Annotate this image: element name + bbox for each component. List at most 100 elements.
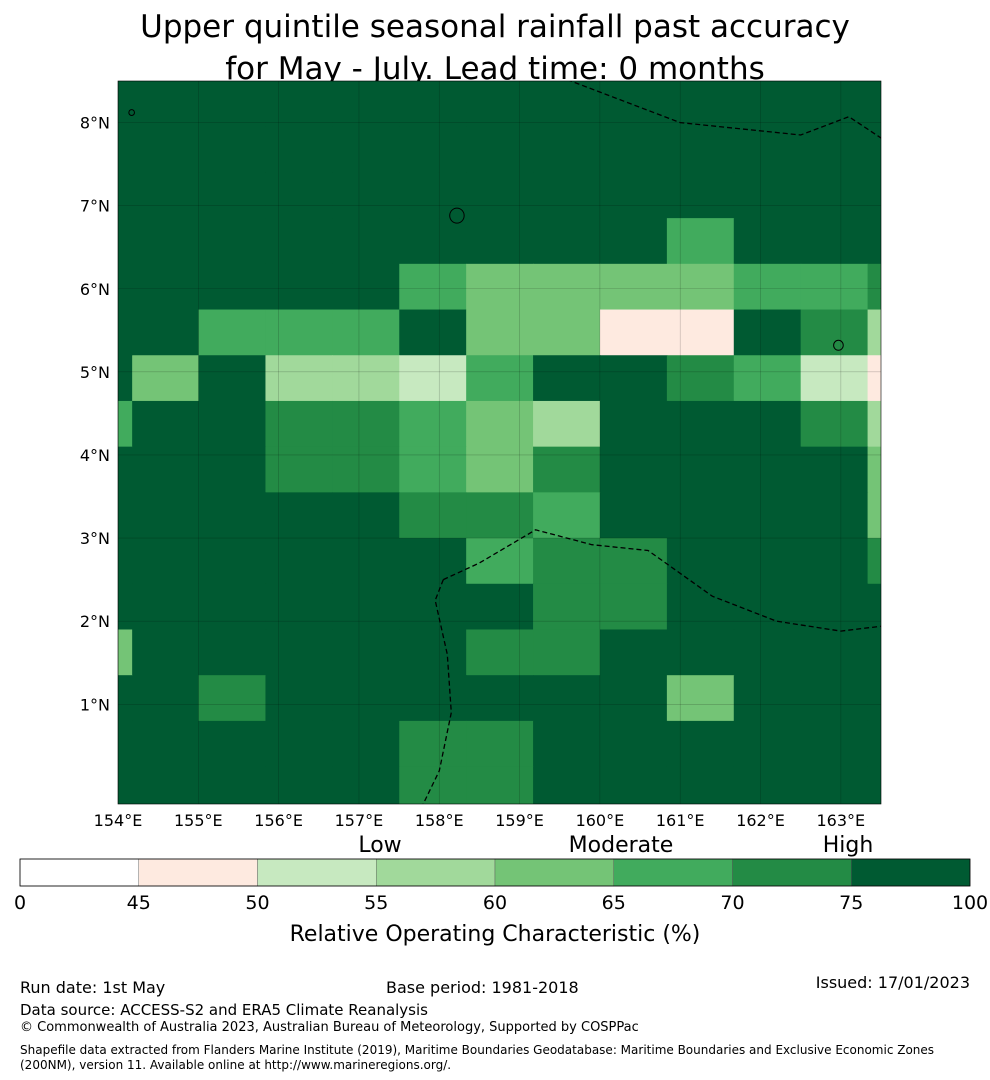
grid-cell bbox=[533, 400, 601, 448]
grid-cell bbox=[666, 675, 735, 722]
grid-cell bbox=[265, 538, 333, 585]
grid-cell bbox=[868, 812, 936, 858]
grid-cell bbox=[265, 492, 333, 539]
grid-cell bbox=[198, 538, 267, 585]
grid-cell bbox=[131, 492, 200, 539]
grid-cell bbox=[131, 81, 200, 128]
base-period: Base period: 1981-2018 bbox=[386, 978, 579, 997]
grid-cell bbox=[131, 629, 200, 676]
grid-cell bbox=[466, 492, 534, 539]
ngatik-island bbox=[128, 109, 135, 116]
lat-label: 6°N bbox=[80, 280, 110, 299]
grid-cell bbox=[733, 309, 802, 356]
grid-cell bbox=[533, 218, 601, 265]
grid-cell bbox=[332, 355, 400, 402]
grid-cell bbox=[733, 172, 802, 219]
colorbar-segment bbox=[494, 858, 614, 887]
grid-cell bbox=[666, 766, 735, 804]
grid-cell bbox=[867, 172, 881, 219]
grid-cell bbox=[265, 172, 333, 219]
colorbar-segment bbox=[376, 858, 496, 887]
grid-cell bbox=[332, 583, 400, 631]
grid-cell bbox=[399, 400, 467, 448]
grid-cell bbox=[867, 720, 881, 768]
grid-cell bbox=[599, 720, 668, 768]
grid-cell bbox=[867, 629, 881, 676]
grid-cell bbox=[332, 766, 400, 804]
grid-cell bbox=[599, 172, 668, 219]
grid-cell bbox=[466, 172, 534, 219]
grid-cell bbox=[466, 263, 534, 311]
grid-cell bbox=[934, 310, 990, 356]
grid-cell bbox=[265, 629, 333, 676]
colorbar-tick: 45 bbox=[127, 892, 151, 914]
grid-cell bbox=[466, 446, 534, 493]
grid-cell bbox=[533, 81, 601, 128]
grid-cell bbox=[198, 263, 267, 311]
grid-cell bbox=[198, 492, 267, 539]
grid-cell bbox=[118, 126, 133, 174]
grid-cell bbox=[332, 218, 400, 265]
grid-cell bbox=[399, 583, 467, 631]
grid-cell bbox=[733, 675, 802, 722]
grid-cell bbox=[466, 400, 534, 448]
grid-cell bbox=[666, 446, 735, 493]
grid-cell bbox=[934, 81, 990, 127]
grid-cell bbox=[599, 538, 668, 585]
grid-cell bbox=[332, 538, 400, 585]
grid-cell bbox=[332, 675, 400, 722]
grid-cell bbox=[131, 720, 200, 768]
grid-cell bbox=[466, 309, 534, 356]
grid-cell bbox=[118, 355, 133, 402]
grid-cell bbox=[666, 492, 735, 539]
grid-cell bbox=[399, 126, 467, 174]
grid-cell bbox=[733, 446, 802, 493]
lat-label: 5°N bbox=[80, 363, 110, 382]
lat-label: 4°N bbox=[80, 446, 110, 465]
grid-cell bbox=[198, 218, 267, 265]
grid-cell bbox=[666, 172, 735, 219]
grid-cell bbox=[332, 172, 400, 219]
lat-label: 7°N bbox=[80, 197, 110, 216]
issued-date: Issued: 17/01/2023 bbox=[816, 973, 970, 992]
latitude-labels: 8°N 7°N 6°N 5°N 4°N 3°N 2°N 1°N bbox=[80, 114, 110, 715]
grid-cell bbox=[733, 218, 802, 265]
grid-cell bbox=[800, 675, 869, 722]
grid-cell bbox=[599, 309, 668, 356]
grid-cell bbox=[198, 720, 267, 768]
grid-cell bbox=[332, 309, 400, 356]
legend-low-word: Low bbox=[358, 833, 401, 858]
grid-cell bbox=[466, 629, 534, 676]
grid-cell bbox=[666, 218, 735, 265]
grid-cell bbox=[533, 355, 601, 402]
grid-cell bbox=[733, 263, 802, 311]
grid-cell bbox=[399, 720, 467, 768]
grid-cell bbox=[466, 583, 534, 631]
grid-cell bbox=[599, 263, 668, 311]
grid-cell bbox=[118, 766, 133, 804]
grid-cell bbox=[800, 583, 869, 631]
grid-cell bbox=[533, 309, 601, 356]
grid-cell bbox=[800, 126, 869, 174]
grid-cell bbox=[198, 400, 267, 448]
grid-cell bbox=[733, 81, 802, 128]
grid-cell bbox=[599, 400, 668, 448]
grid-cell bbox=[399, 629, 467, 676]
grid-cell bbox=[118, 172, 133, 219]
colorbar-frame bbox=[19, 858, 971, 887]
grid-cell bbox=[265, 218, 333, 265]
grid-cell bbox=[131, 675, 200, 722]
grid-cell bbox=[800, 492, 869, 539]
grid-cell bbox=[867, 583, 881, 631]
lon-label: 157°E bbox=[335, 811, 384, 830]
grid-cell bbox=[599, 446, 668, 493]
colorbar-tick: 65 bbox=[602, 892, 626, 914]
grid-cell bbox=[399, 81, 467, 128]
copyright: © Commonwealth of Australia 2023, Austra… bbox=[20, 1020, 639, 1035]
grid-cell bbox=[118, 446, 133, 493]
grid-cell bbox=[332, 126, 400, 174]
grid-cell bbox=[733, 583, 802, 631]
grid-cell bbox=[867, 400, 881, 448]
grid-cell bbox=[265, 309, 333, 356]
